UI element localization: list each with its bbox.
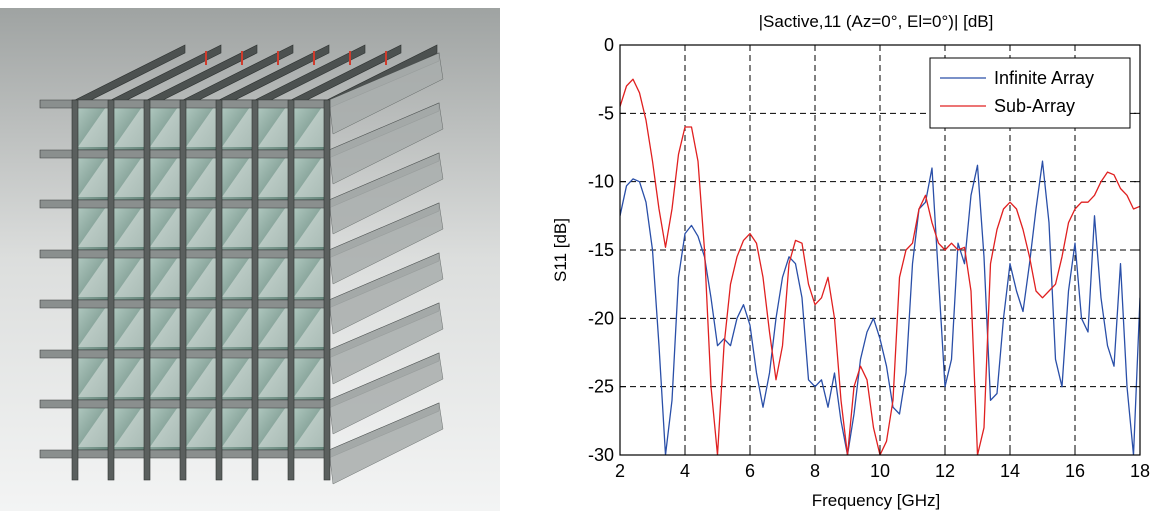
y-tick-label: 0 [604, 35, 614, 55]
y-tick-label: -25 [588, 377, 614, 397]
antenna-array-render [0, 8, 500, 511]
x-tick-label: 6 [745, 461, 755, 481]
legend: Infinite Array Sub-Array [929, 57, 1131, 129]
y-tick-label: -10 [588, 172, 614, 192]
legend-box [929, 57, 1131, 129]
series-line-infinite-array [620, 160, 1140, 455]
y-tick-label: -5 [598, 103, 614, 123]
chart-title: |Sactive,11 (Az=0°, El=0°)| [dB] [759, 12, 994, 31]
x-tick-label: 18 [1130, 461, 1150, 481]
y-axis-label: S11 [dB] [551, 218, 570, 282]
x-tick-label: 8 [810, 461, 820, 481]
legend-label: Sub-Array [994, 96, 1075, 116]
s11-chart: |Sactive,11 (Az=0°, El=0°)| [dB] Frequen… [520, 0, 1164, 511]
y-tick-label: -15 [588, 240, 614, 260]
x-tick-label: 10 [870, 461, 890, 481]
series-lines [620, 78, 1140, 455]
x-tick-label: 2 [615, 461, 625, 481]
s11-plot-svg: |Sactive,11 (Az=0°, El=0°)| [dB] Frequen… [551, 12, 1150, 510]
axis-ticks: 2 4 6 8 10 12 14 16 18 0 -5 -10 -15 -20 -25 -30 [588, 35, 1150, 481]
series-line-sub-array [620, 78, 1140, 455]
x-tick-label: 14 [1000, 461, 1020, 481]
x-tick-label: 4 [680, 461, 690, 481]
legend-label: Infinite Array [994, 68, 1094, 88]
y-tick-label: -30 [588, 445, 614, 465]
x-tick-label: 16 [1065, 461, 1085, 481]
x-tick-label: 12 [935, 461, 955, 481]
antenna-array-illustration [0, 8, 500, 511]
y-tick-label: -20 [588, 308, 614, 328]
x-axis-label: Frequency [GHz] [812, 491, 941, 510]
